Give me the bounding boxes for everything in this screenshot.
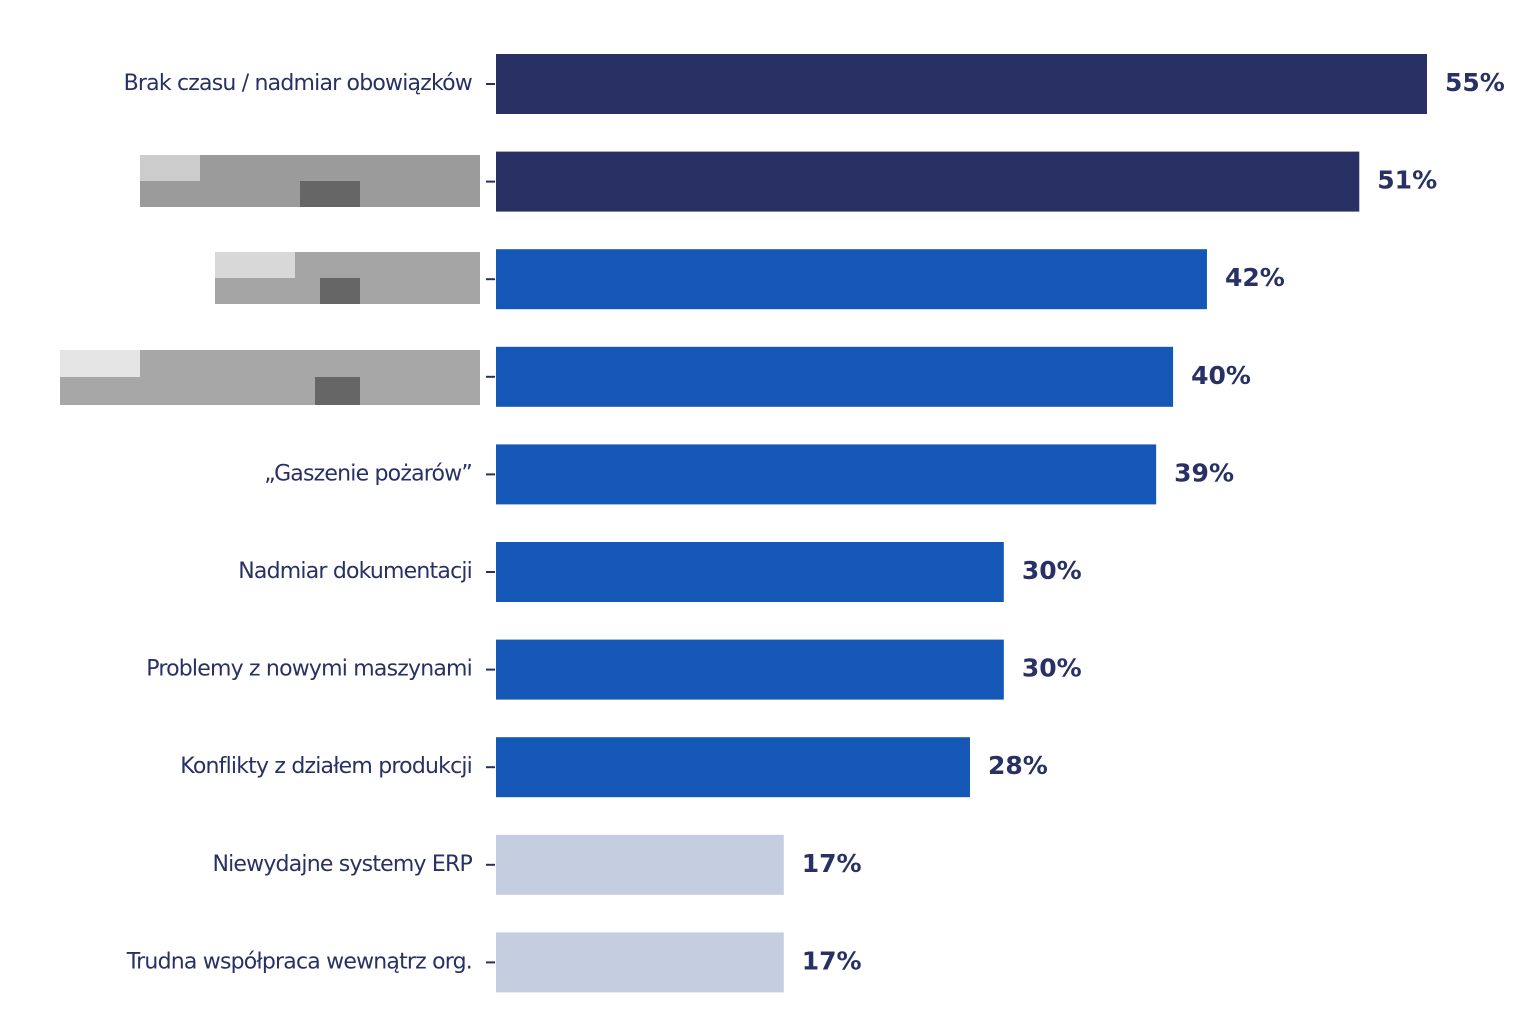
value-label: 30%: [1022, 654, 1082, 683]
value-label: 51%: [1377, 166, 1437, 195]
bar: [496, 444, 1157, 505]
bar: [496, 346, 1174, 407]
bar: [496, 639, 1004, 700]
value-label: 17%: [802, 946, 862, 975]
bar: [496, 737, 970, 798]
value-label: 28%: [988, 751, 1048, 780]
category-label: Niewydajne systemy ERP: [212, 852, 472, 877]
category-label: Trudna współpraca wewnątrz org.: [126, 949, 472, 974]
category-label: „Gaszenie pożarów”: [264, 461, 472, 486]
bar: [496, 542, 1004, 602]
bar: [496, 54, 1427, 114]
category-label: Konflikty z działem produkcji: [180, 754, 472, 779]
bar: [496, 151, 1360, 212]
value-label: 40%: [1191, 361, 1251, 390]
bar: [496, 834, 784, 895]
value-label: 42%: [1225, 263, 1285, 292]
category-label: Nadmiar dokumentacji: [238, 559, 472, 584]
value-label: 39%: [1174, 458, 1234, 487]
bar: [496, 932, 784, 993]
category-label: Brak czasu / nadmiar obowiązków: [124, 71, 473, 96]
bar: [496, 249, 1207, 310]
value-label: 17%: [802, 849, 862, 878]
value-label: 30%: [1022, 556, 1082, 585]
redacted-labels: [60, 155, 480, 405]
value-label: 55%: [1445, 68, 1505, 97]
category-label: Problemy z nowymi maszynami: [146, 657, 472, 682]
